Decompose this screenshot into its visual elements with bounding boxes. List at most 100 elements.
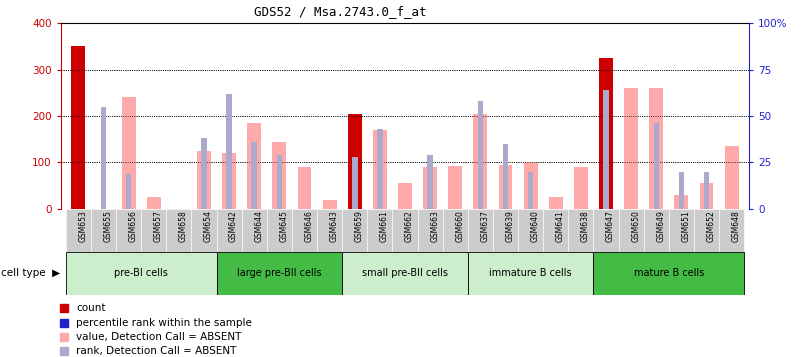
Bar [201,138,207,209]
Bar [594,252,744,295]
Bar [241,209,266,252]
Bar [392,209,418,252]
Bar [599,58,613,209]
Bar [725,146,739,209]
Bar [423,167,437,209]
Bar [503,144,509,209]
Text: GSM661: GSM661 [380,210,389,242]
Text: cell type  ▶: cell type ▶ [1,268,60,278]
Text: GSM660: GSM660 [455,210,464,242]
Text: GSM662: GSM662 [405,210,414,242]
Bar [468,209,493,252]
Bar [276,155,282,209]
Bar [317,209,342,252]
Text: count: count [76,303,105,313]
Bar [66,252,216,295]
Text: GSM656: GSM656 [129,210,138,242]
Bar [594,209,619,252]
Bar [342,252,468,295]
Text: GSM650: GSM650 [631,210,640,242]
Text: immature B cells: immature B cells [489,268,572,278]
Bar [619,209,644,252]
Text: GSM659: GSM659 [355,210,364,242]
Bar [297,167,311,209]
Text: large pre-BII cells: large pre-BII cells [237,268,322,278]
Bar [367,209,392,252]
Bar [292,209,317,252]
Bar [499,165,513,209]
Bar [694,209,719,252]
Bar [166,209,191,252]
Bar [347,114,361,209]
Text: GSM643: GSM643 [330,210,339,242]
Bar [147,197,160,209]
Text: GSM657: GSM657 [154,210,163,242]
Bar [342,209,367,252]
Bar [197,151,211,209]
Bar [398,183,412,209]
Text: GSM651: GSM651 [681,210,690,242]
Bar [675,195,688,209]
Text: GSM653: GSM653 [79,210,87,242]
Bar [222,153,236,209]
Bar [141,209,166,252]
Bar [373,130,387,209]
Bar [524,162,538,209]
Bar [226,94,232,209]
Text: GSM642: GSM642 [229,210,238,242]
Text: rank, Detection Call = ABSENT: rank, Detection Call = ABSENT [76,346,237,357]
Bar [569,209,594,252]
Bar [126,174,131,209]
Text: GSM641: GSM641 [556,210,565,242]
Bar [574,167,588,209]
Bar [272,141,286,209]
Bar [549,197,563,209]
Bar [116,209,141,252]
Text: percentile rank within the sample: percentile rank within the sample [76,318,252,328]
Text: GSM638: GSM638 [581,210,590,242]
Bar [603,90,609,209]
Bar [377,129,382,209]
Bar [719,209,744,252]
Bar [100,107,106,209]
Bar [449,166,463,209]
Bar [493,209,518,252]
Bar [528,172,534,209]
Text: small pre-BII cells: small pre-BII cells [362,268,448,278]
Bar [443,209,468,252]
Bar [216,252,342,295]
Bar [247,123,261,209]
Bar [322,200,336,209]
Text: GSM647: GSM647 [606,210,615,242]
Bar [251,142,257,209]
Bar [66,209,91,252]
Bar [704,172,710,209]
Text: GSM645: GSM645 [279,210,288,242]
Bar [428,155,433,209]
Bar [191,209,216,252]
Text: GSM640: GSM640 [531,210,539,242]
Bar [650,88,663,209]
Bar [625,88,638,209]
Bar [700,183,714,209]
Text: GSM663: GSM663 [430,210,439,242]
Bar [122,97,135,209]
Bar [468,252,594,295]
Text: value, Detection Call = ABSENT: value, Detection Call = ABSENT [76,332,241,342]
Text: GSM648: GSM648 [731,210,740,242]
Bar [91,209,116,252]
Bar [216,209,241,252]
Text: GSM649: GSM649 [656,210,665,242]
Bar [266,209,292,252]
Text: GSM646: GSM646 [305,210,313,242]
Text: GDS52 / Msa.2743.0_f_at: GDS52 / Msa.2743.0_f_at [254,5,426,18]
Bar [474,114,488,209]
Text: GSM655: GSM655 [104,210,113,242]
Text: GSM644: GSM644 [254,210,263,242]
Text: GSM639: GSM639 [505,210,514,242]
Bar [669,209,694,252]
Bar [518,209,544,252]
Bar [71,46,85,209]
Text: GSM652: GSM652 [706,210,715,242]
Bar [644,209,669,252]
